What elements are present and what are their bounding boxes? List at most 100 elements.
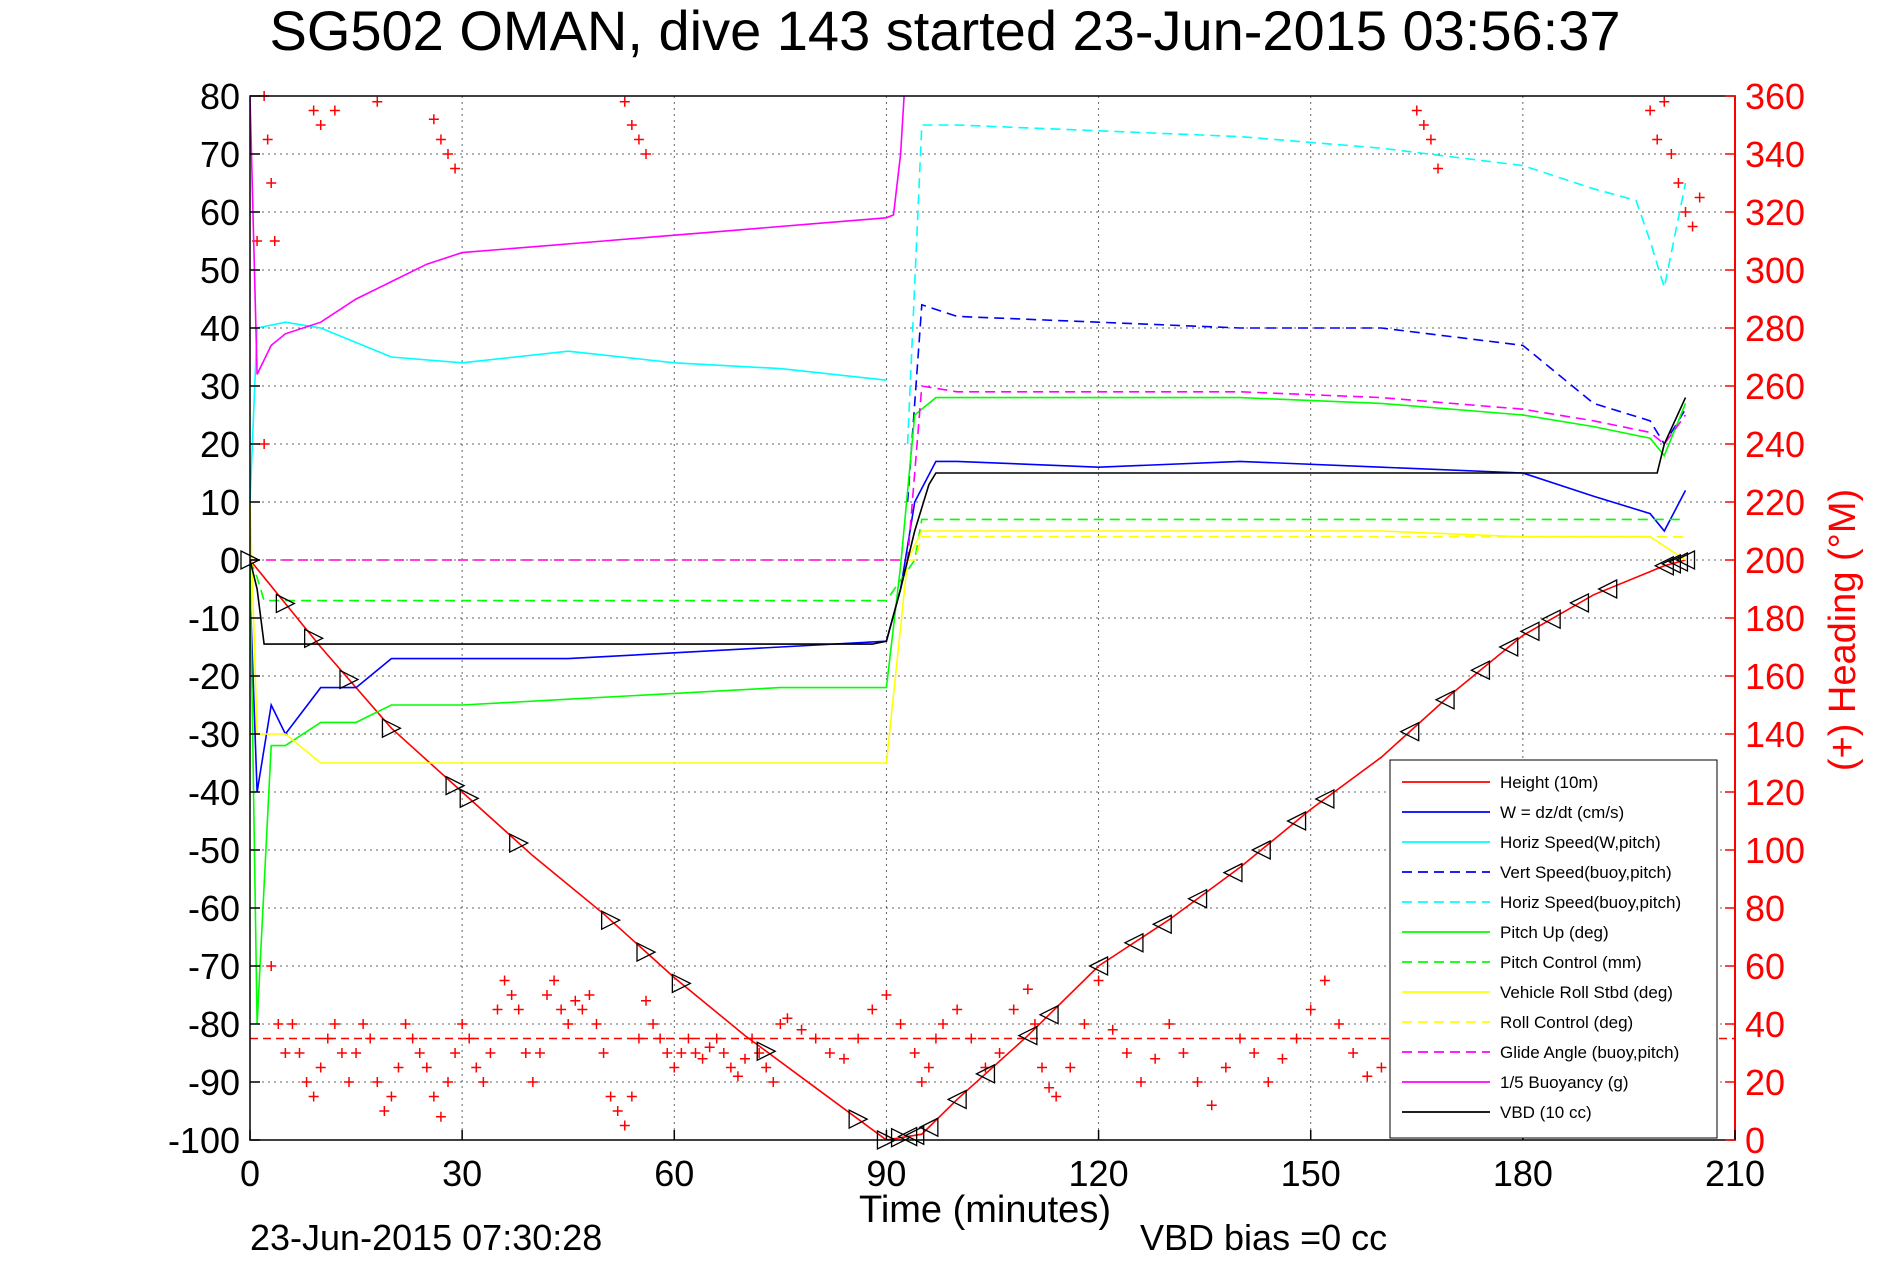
- height-marker: [1151, 914, 1172, 935]
- heading-point: [542, 990, 552, 1000]
- y-tick-label: 50: [200, 250, 240, 291]
- height-marker: [1222, 862, 1243, 883]
- heading-point: [450, 163, 461, 174]
- heading-point: [768, 1077, 779, 1087]
- heading-point: [1136, 1077, 1146, 1087]
- heading-point: [1051, 1091, 1062, 1102]
- heading-point: [266, 961, 277, 971]
- right-y-tick-label: 340: [1745, 134, 1805, 175]
- heading-point: [1334, 1019, 1344, 1029]
- heading-point: [1645, 105, 1656, 116]
- heading-point: [1065, 1062, 1076, 1073]
- heading-point: [400, 1019, 411, 1029]
- heading-point: [690, 1048, 701, 1058]
- heading-point: [450, 1048, 461, 1058]
- heading-point: [1277, 1053, 1288, 1064]
- x-tick-labels: 0 30 60 90 120 150 180 210: [240, 1130, 1765, 1194]
- heading-point: [754, 1048, 765, 1058]
- heading-point: [1037, 1062, 1047, 1073]
- legend-entry: Pitch Control (mm): [1500, 953, 1642, 972]
- heading-point: [1411, 105, 1422, 116]
- series-line-vert-speed-buoy-pitch: [906, 303, 1687, 503]
- heading-point: [1044, 1082, 1055, 1093]
- heading-point: [358, 1019, 369, 1029]
- heading-point: [308, 1091, 319, 1102]
- height-marker: [756, 1041, 777, 1062]
- heading-point: [669, 1062, 680, 1073]
- right-y-axis-label: (+) Heading (°M): [1822, 489, 1864, 771]
- heading-point: [308, 105, 319, 116]
- heading-point: [372, 1077, 383, 1087]
- series-line-horiz-speed-buoy-pitch: [906, 124, 1687, 445]
- height-marker: [1187, 888, 1208, 909]
- height-marker: [1314, 788, 1335, 810]
- heading-point: [336, 1048, 347, 1058]
- heading-point: [1093, 975, 1104, 986]
- heading-point: [428, 114, 439, 125]
- series-line-1-5-buoyancy-g: [250, 96, 905, 375]
- y-tick-label: -100: [168, 1120, 240, 1161]
- heading-point: [584, 990, 595, 1000]
- height-marker: [946, 1089, 967, 1110]
- heading-point: [485, 1048, 496, 1058]
- heading-point: [1659, 96, 1670, 107]
- heading-point: [1150, 1053, 1161, 1064]
- heading-point: [435, 1111, 446, 1122]
- x-tick-label: 180: [1493, 1153, 1553, 1194]
- right-y-tick-label: 240: [1745, 424, 1805, 465]
- x-axis-label: Time (minutes): [859, 1189, 1111, 1231]
- y-tick-label: -10: [188, 598, 240, 639]
- height-marker: [1568, 592, 1590, 613]
- footer-vbd-bias: VBD bias =0 cc: [1140, 1217, 1387, 1258]
- heading-point: [916, 1077, 927, 1087]
- heading-point: [867, 1004, 878, 1015]
- heading-point: [273, 1019, 284, 1029]
- heading-point: [1235, 1033, 1245, 1044]
- heading-point: [1249, 1048, 1260, 1058]
- heading-point: [626, 120, 637, 130]
- heading-point: [923, 1062, 934, 1073]
- legend-entry: Height (10m): [1500, 773, 1598, 792]
- height-marker: [1540, 609, 1561, 630]
- right-y-tick-label: 0: [1745, 1120, 1765, 1161]
- legend-entry: Pitch Up (deg): [1500, 923, 1609, 942]
- y-tick-label: 80: [200, 76, 240, 117]
- heading-point: [697, 1053, 708, 1064]
- heading-point: [329, 105, 340, 116]
- heading-point: [612, 1106, 623, 1116]
- heading-point: [619, 96, 630, 107]
- right-y-tick-label: 60: [1745, 946, 1785, 987]
- heading-point: [938, 1019, 948, 1029]
- legend-entry: 1/5 Buoyancy (g): [1500, 1073, 1629, 1092]
- height-marker: [636, 942, 657, 963]
- legend-entry: Horiz Speed(W,pitch): [1500, 833, 1661, 852]
- heading-point: [1008, 1004, 1019, 1015]
- heading-point: [315, 120, 326, 130]
- right-y-tick-label: 280: [1745, 308, 1805, 349]
- heading-point: [839, 1053, 849, 1064]
- heading-point: [269, 236, 280, 246]
- x-tick-label: 90: [866, 1153, 906, 1194]
- heading-point: [492, 1004, 503, 1015]
- x-tick-label: 120: [1069, 1153, 1129, 1194]
- heading-point: [1348, 1048, 1359, 1058]
- heading-point: [428, 1091, 439, 1102]
- series-line-pitch-up-deg: [250, 396, 1687, 1025]
- height-marker: [1038, 1004, 1059, 1025]
- height-marker: [1653, 555, 1674, 576]
- heading-point: [966, 1033, 977, 1044]
- right-y-tick-label: 20: [1745, 1062, 1785, 1103]
- heading-point: [513, 1004, 524, 1015]
- y-tick-label: 20: [200, 424, 240, 465]
- heading-point: [761, 1062, 772, 1073]
- right-y-tick-label: 80: [1745, 888, 1785, 929]
- heading-point: [619, 1120, 630, 1131]
- heading-point: [1220, 1062, 1231, 1073]
- plot-area: 0 30 60 90 120 150 180 21080706050403020100-10-…: [168, 76, 1805, 1194]
- series-line-horiz-speed-w-pitch: [250, 321, 887, 503]
- heading-point: [662, 1048, 673, 1058]
- legend-entry: Vehicle Roll Stbd (deg): [1500, 983, 1673, 1002]
- heading-point: [301, 1077, 312, 1087]
- heading-point: [443, 149, 453, 159]
